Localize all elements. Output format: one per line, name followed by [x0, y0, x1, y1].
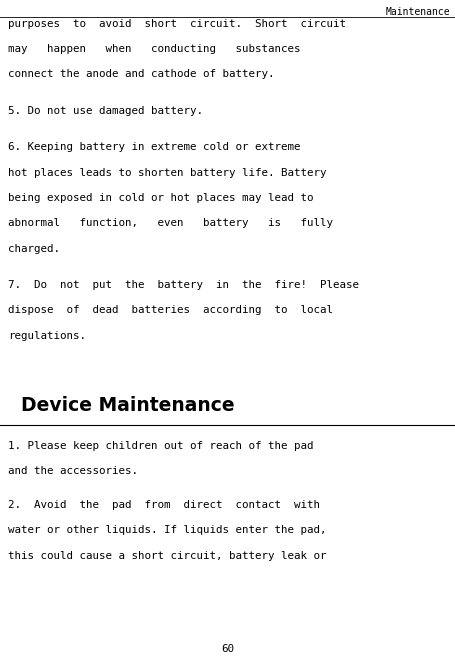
Text: being exposed in cold or hot places may lead to: being exposed in cold or hot places may …: [8, 193, 313, 203]
Text: 2.  Avoid  the  pad  from  direct  contact  with: 2. Avoid the pad from direct contact wit…: [8, 500, 319, 510]
Text: 6. Keeping battery in extreme cold or extreme: 6. Keeping battery in extreme cold or ex…: [8, 142, 300, 152]
Text: purposes  to  avoid  short  circuit.  Short  circuit: purposes to avoid short circuit. Short c…: [8, 19, 345, 29]
Text: abnormal   function,   even   battery   is   fully: abnormal function, even battery is fully: [8, 218, 333, 228]
Text: regulations.: regulations.: [8, 331, 86, 340]
Text: this could cause a short circuit, battery leak or: this could cause a short circuit, batter…: [8, 551, 326, 561]
Text: Device Maintenance: Device Maintenance: [20, 396, 233, 416]
Text: 7.  Do  not  put  the  battery  in  the  fire!  Please: 7. Do not put the battery in the fire! P…: [8, 280, 359, 290]
Text: 60: 60: [221, 644, 234, 654]
Text: Maintenance: Maintenance: [385, 7, 450, 17]
Text: 5. Do not use damaged battery.: 5. Do not use damaged battery.: [8, 106, 203, 116]
Text: water or other liquids. If liquids enter the pad,: water or other liquids. If liquids enter…: [8, 525, 326, 535]
Text: hot places leads to shorten battery life. Battery: hot places leads to shorten battery life…: [8, 168, 326, 178]
Text: 1. Please keep children out of reach of the pad: 1. Please keep children out of reach of …: [8, 441, 313, 451]
Text: dispose  of  dead  batteries  according  to  local: dispose of dead batteries according to l…: [8, 305, 333, 315]
Text: and the accessories.: and the accessories.: [8, 466, 138, 476]
Text: may   happen   when   conducting   substances: may happen when conducting substances: [8, 44, 300, 54]
Text: charged.: charged.: [8, 243, 60, 253]
Text: connect the anode and cathode of battery.: connect the anode and cathode of battery…: [8, 69, 274, 79]
